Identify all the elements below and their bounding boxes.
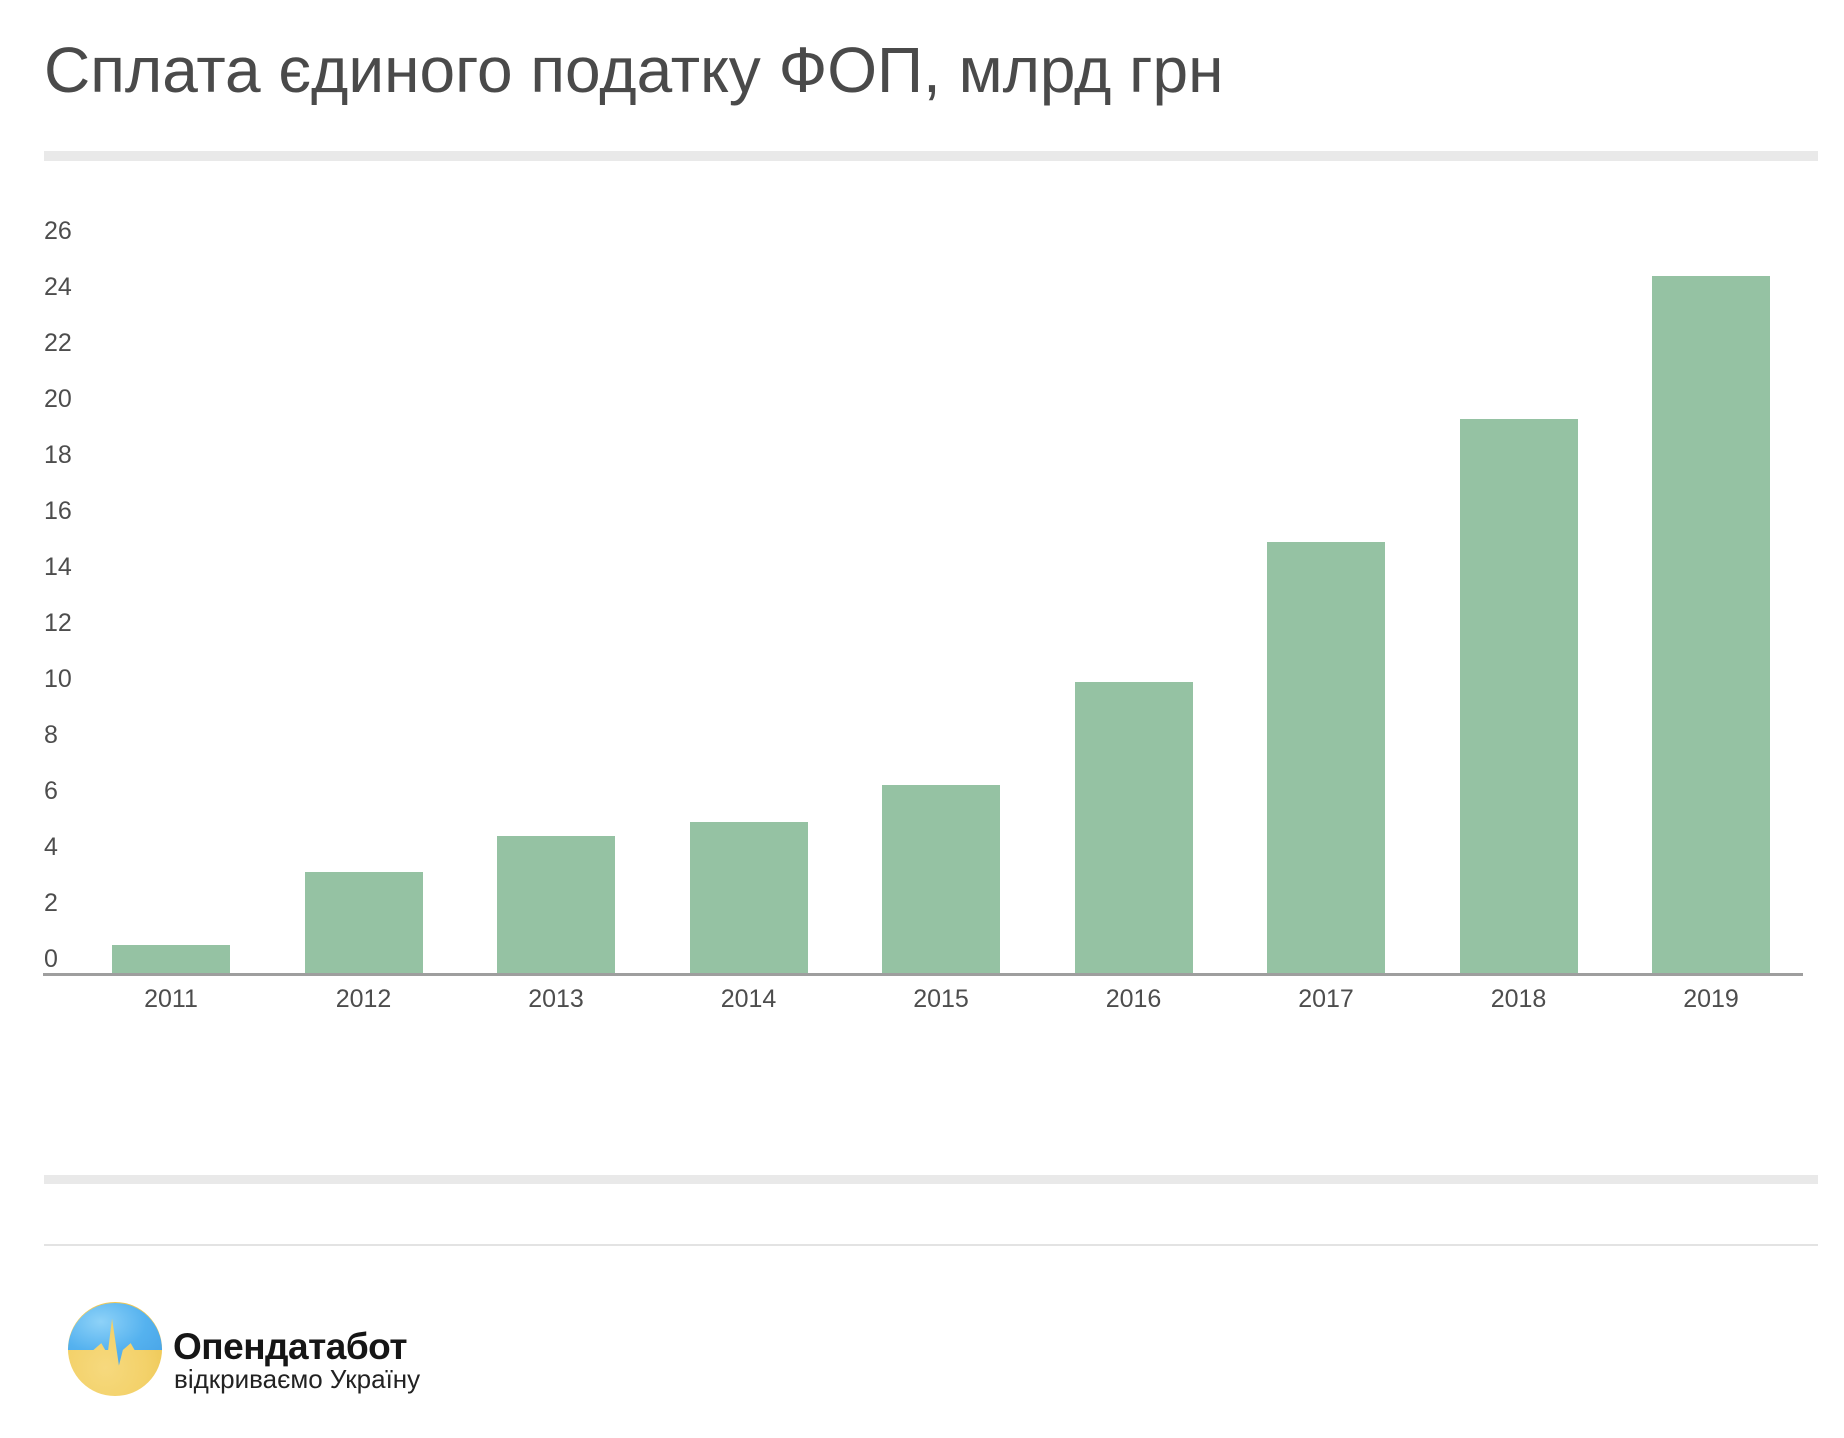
bar-2013 — [497, 835, 615, 973]
logo-circle-blue-sky — [67, 1302, 163, 1366]
opendatabot-logo-icon — [67, 1301, 163, 1397]
bar-2017 — [1267, 541, 1385, 973]
logo-tagline: відкриваємо Україну — [174, 1364, 421, 1394]
chart-title: Сплата єдиного податку ФОП, млрд грн — [44, 34, 1224, 106]
divider-under-title — [44, 151, 1818, 161]
y-axis-tick-label: 14 — [44, 553, 72, 581]
y-axis-tick-label: 18 — [44, 441, 72, 469]
bar-2012 — [304, 872, 423, 973]
y-axis-tick-label: 0 — [44, 945, 58, 973]
bar-2011 — [112, 945, 230, 973]
y-axis-tick-label: 20 — [44, 385, 72, 413]
y-axis-tick-label: 10 — [44, 665, 72, 693]
x-axis-line — [43, 973, 1803, 976]
x-axis-tick-label: 2017 — [1298, 985, 1354, 1013]
bar-2018 — [1459, 418, 1578, 973]
y-axis-tick-label: 16 — [44, 497, 72, 525]
logo-name: Опендатабот — [173, 1326, 407, 1367]
opendatabot-logo: Опендатабот відкриваємо Україну — [66, 1300, 486, 1410]
x-axis-tick-label: 2018 — [1490, 985, 1547, 1013]
x-axis-tick-label: 2014 — [720, 985, 777, 1013]
x-axis-tick-label: 2016 — [1105, 985, 1162, 1013]
bar-chart: 26 24 22 20 18 16 14 12 10 8 6 4 2 0 2011 2012 2013 2014 2… — [43, 217, 1803, 1013]
x-axis-tick-label: 2015 — [913, 985, 969, 1013]
y-axis-tick-label: 26 — [44, 217, 72, 245]
y-axis-tick-label: 2 — [44, 889, 58, 917]
divider-footer — [44, 1244, 1818, 1246]
y-axis-tick-label: 24 — [44, 273, 72, 301]
x-axis-tick-label: 2019 — [1683, 985, 1739, 1013]
y-axis-tick-label: 8 — [44, 721, 58, 749]
y-axis-tick-label: 12 — [44, 609, 72, 637]
bar-2015 — [882, 785, 1000, 973]
x-axis-tick-label: 2011 — [144, 985, 198, 1013]
bar-2016 — [1074, 681, 1193, 973]
bar-2019 — [1652, 275, 1770, 973]
x-axis-tick-label: 2012 — [335, 985, 392, 1013]
y-axis-tick-label: 6 — [44, 777, 58, 805]
bar-2014 — [689, 821, 808, 973]
y-axis-tick-label: 4 — [44, 833, 58, 861]
x-axis-tick-label: 2013 — [528, 985, 584, 1013]
divider-below-chart — [44, 1175, 1818, 1184]
y-axis-tick-label: 22 — [44, 329, 72, 357]
